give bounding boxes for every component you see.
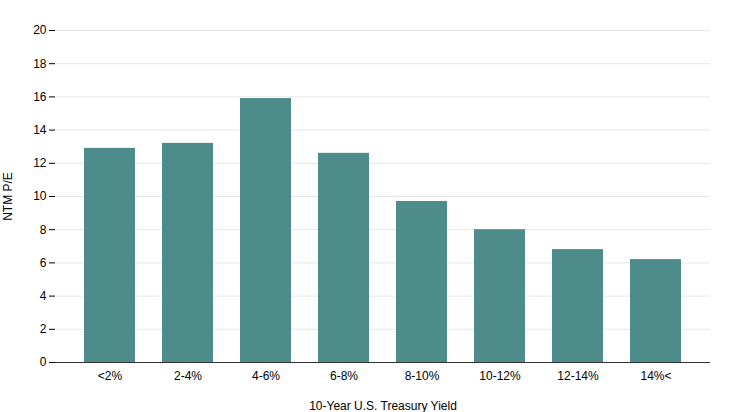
svg-text:4: 4: [40, 289, 47, 303]
svg-text:16: 16: [33, 90, 47, 104]
svg-text:2: 2: [40, 322, 47, 336]
svg-text:14: 14: [33, 123, 47, 137]
svg-text:0: 0: [40, 355, 47, 369]
svg-text:2-4%: 2-4%: [174, 369, 202, 383]
svg-text:10-12%: 10-12%: [479, 369, 521, 383]
svg-text:<2%: <2%: [98, 369, 123, 383]
svg-text:12: 12: [33, 156, 47, 170]
svg-text:4-6%: 4-6%: [252, 369, 280, 383]
svg-text:NTM P/E: NTM P/E: [1, 172, 15, 221]
svg-text:12-14%: 12-14%: [557, 369, 599, 383]
svg-text:6-8%: 6-8%: [330, 369, 358, 383]
svg-text:14%<: 14%<: [640, 369, 671, 383]
svg-text:8-10%: 8-10%: [405, 369, 440, 383]
svg-text:6: 6: [40, 256, 47, 270]
svg-text:10-Year U.S. Treasury Yield: 10-Year U.S. Treasury Yield: [309, 399, 457, 412]
svg-text:18: 18: [33, 57, 47, 71]
svg-text:20: 20: [33, 23, 47, 37]
svg-text:8: 8: [40, 223, 47, 237]
svg-text:10: 10: [33, 189, 47, 203]
